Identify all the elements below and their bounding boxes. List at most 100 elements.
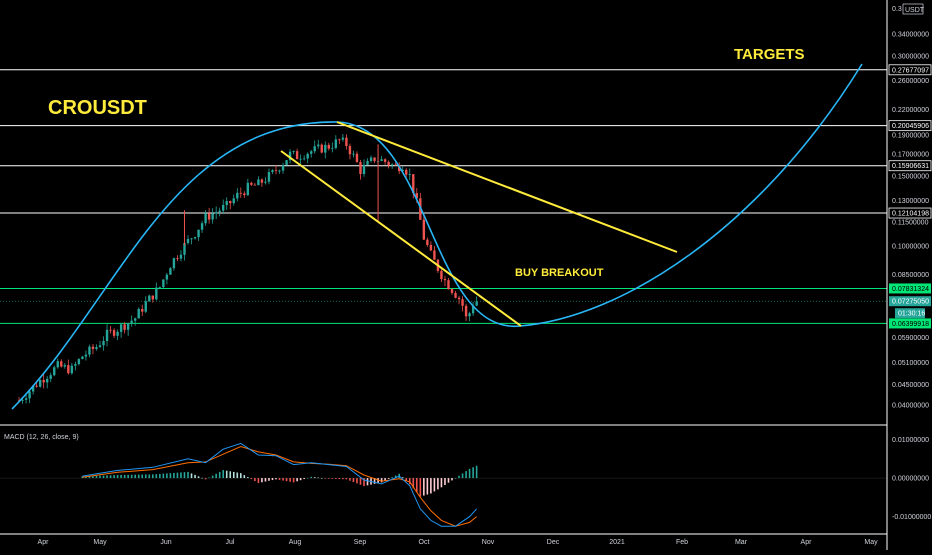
candle-body [63, 365, 66, 367]
candle-body [141, 308, 144, 312]
macd-histogram-bar [162, 473, 165, 479]
candle-body [204, 213, 207, 224]
candle-body [35, 385, 38, 387]
level-label-box [889, 318, 931, 329]
macd-histogram-bar [109, 475, 112, 479]
macd-histogram-bar [240, 473, 242, 479]
macd-histogram-bar [102, 475, 105, 479]
cup-curve[interactable] [11, 63, 863, 410]
candle-body [207, 213, 211, 220]
price-tick-label: 0.04000000 [892, 402, 929, 409]
macd-histogram-bar [461, 473, 464, 479]
macd-histogram-bar [380, 478, 383, 483]
candle-body [229, 201, 232, 204]
candle-body [137, 308, 140, 319]
macd-histogram-bar [92, 475, 94, 479]
candle-body [352, 153, 355, 155]
macd-histogram-bar [148, 474, 151, 479]
macd-histogram-bar [303, 478, 305, 480]
macd-histogram-bar [440, 478, 443, 488]
candle-body [334, 139, 338, 148]
time-tick-label: Jun [160, 539, 171, 546]
macd-histogram-bar [134, 474, 136, 479]
macd-histogram-bar [377, 478, 379, 484]
candle-body [246, 182, 250, 196]
candle-body [348, 146, 352, 155]
level-label: 0.06399918 [892, 321, 929, 328]
macd-histogram-bar [299, 478, 302, 481]
candle-body [359, 162, 362, 174]
candle-body [464, 305, 468, 317]
level-label-box [888, 160, 932, 172]
macd-histogram-bar [159, 473, 161, 479]
macd-histogram-bar [113, 475, 115, 479]
price-tick-label: 0.17000000 [892, 152, 929, 159]
candle-body [422, 219, 426, 240]
macd-histogram-bar [173, 472, 175, 479]
time-tick-label: Apr [38, 539, 50, 546]
macd-histogram-bar [194, 474, 196, 479]
candle-body [222, 204, 225, 211]
candle-body [260, 179, 264, 183]
macd-histogram-bar [127, 474, 129, 479]
candle-body [331, 147, 334, 149]
macd-histogram-bar [144, 474, 147, 479]
candle-body [292, 151, 295, 152]
candle-body [60, 361, 63, 367]
candle-body [218, 210, 221, 213]
candle-body [394, 164, 397, 166]
price-tick-label: 0.22000000 [892, 107, 929, 114]
upper-trendline[interactable] [336, 121, 678, 253]
macd-histogram-bar [475, 465, 478, 479]
candle-body [211, 213, 214, 220]
current-price-box [889, 296, 931, 307]
macd-histogram-bar [412, 478, 415, 489]
candle-body [81, 356, 84, 360]
price-tick-label: 0.13000000 [892, 198, 929, 205]
candle-body [369, 157, 373, 161]
candle-body [362, 164, 366, 174]
lower-trendline[interactable] [280, 150, 522, 327]
macd-line[interactable] [82, 442, 477, 527]
candle-body [112, 330, 116, 336]
level-label-box [889, 283, 931, 294]
macd-histogram-bar [292, 478, 295, 483]
candle-body [130, 320, 133, 324]
candle-body [274, 170, 278, 171]
macd-histogram-bar [166, 473, 168, 479]
macd-histogram-bar [183, 472, 186, 479]
countdown-label: 01:30:16 [898, 311, 925, 318]
price-tick-label: 0.11500000 [892, 219, 929, 226]
macd-histogram-bar [335, 478, 337, 479]
candle-body [190, 238, 193, 240]
candle-body [250, 182, 253, 185]
candle-body [84, 354, 88, 357]
candle-body [253, 184, 257, 186]
level-label-box [888, 120, 932, 132]
candle-body [126, 323, 130, 330]
drawings [11, 63, 863, 410]
macd-histogram-bar [430, 478, 432, 494]
macd-histogram-bar [261, 478, 263, 483]
candle-body [461, 299, 464, 306]
candle-body [24, 398, 28, 400]
price-tick-label: 0.05900000 [892, 335, 929, 342]
candle-body [306, 153, 309, 159]
candle-body [28, 391, 31, 399]
candle-body [70, 365, 74, 374]
macd-histogram-bar [236, 472, 239, 479]
candle-body [412, 174, 415, 194]
currency-badge-box[interactable] [902, 3, 924, 15]
macd-histogram-bar [296, 478, 298, 482]
candle-body [200, 223, 204, 230]
candle-body [310, 151, 313, 154]
macd-histogram-bar [271, 478, 274, 481]
macd-histogram-bar [243, 475, 246, 479]
macd-tick-label: 0.00000000 [892, 476, 929, 483]
candle-body [433, 250, 436, 260]
candle-body [440, 270, 443, 280]
candle-body [285, 160, 288, 166]
macd-label[interactable]: MACD (12, 26, close, 9) [4, 434, 79, 441]
